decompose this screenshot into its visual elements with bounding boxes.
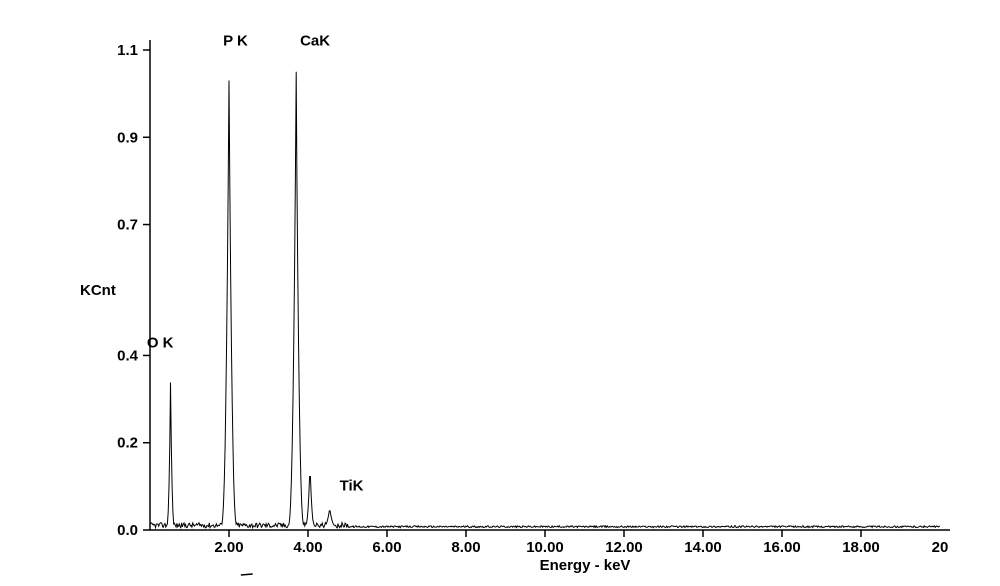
svg-text:0.0: 0.0 bbox=[117, 522, 138, 539]
svg-text:18.00: 18.00 bbox=[842, 539, 880, 556]
svg-text:20: 20 bbox=[932, 539, 949, 556]
svg-text:Energy - keV: Energy - keV bbox=[540, 557, 631, 574]
svg-text:4.00: 4.00 bbox=[293, 539, 322, 556]
svg-text:16.00: 16.00 bbox=[763, 539, 801, 556]
svg-text:10.00: 10.00 bbox=[526, 539, 564, 556]
svg-text:1.1: 1.1 bbox=[117, 42, 138, 59]
svg-text:12.00: 12.00 bbox=[605, 539, 643, 556]
svg-text:CaK: CaK bbox=[300, 33, 330, 50]
svg-text:14.00: 14.00 bbox=[684, 539, 722, 556]
svg-text:0.2: 0.2 bbox=[117, 435, 138, 452]
svg-text:0.4: 0.4 bbox=[117, 347, 139, 364]
svg-text:0.7: 0.7 bbox=[117, 217, 138, 234]
svg-text:6.00: 6.00 bbox=[372, 539, 401, 556]
svg-text:O K: O K bbox=[147, 335, 174, 352]
spectrum-svg: 0.0 0.2 0.4 0.7 0.9 1.1 KCnt 2.00 4.00 6.00 8.00 10… bbox=[0, 0, 1000, 586]
svg-text:KCnt: KCnt bbox=[80, 282, 116, 299]
svg-text:TiK: TiK bbox=[340, 478, 364, 495]
svg-text:8.00: 8.00 bbox=[451, 539, 480, 556]
svg-text:P K: P K bbox=[223, 33, 248, 50]
svg-text:2.00: 2.00 bbox=[214, 539, 243, 556]
eds-spectrum-chart: 0.0 0.2 0.4 0.7 0.9 1.1 KCnt 2.00 4.00 6.00 8.00 10… bbox=[0, 0, 1000, 586]
svg-text:0.9: 0.9 bbox=[117, 129, 138, 146]
